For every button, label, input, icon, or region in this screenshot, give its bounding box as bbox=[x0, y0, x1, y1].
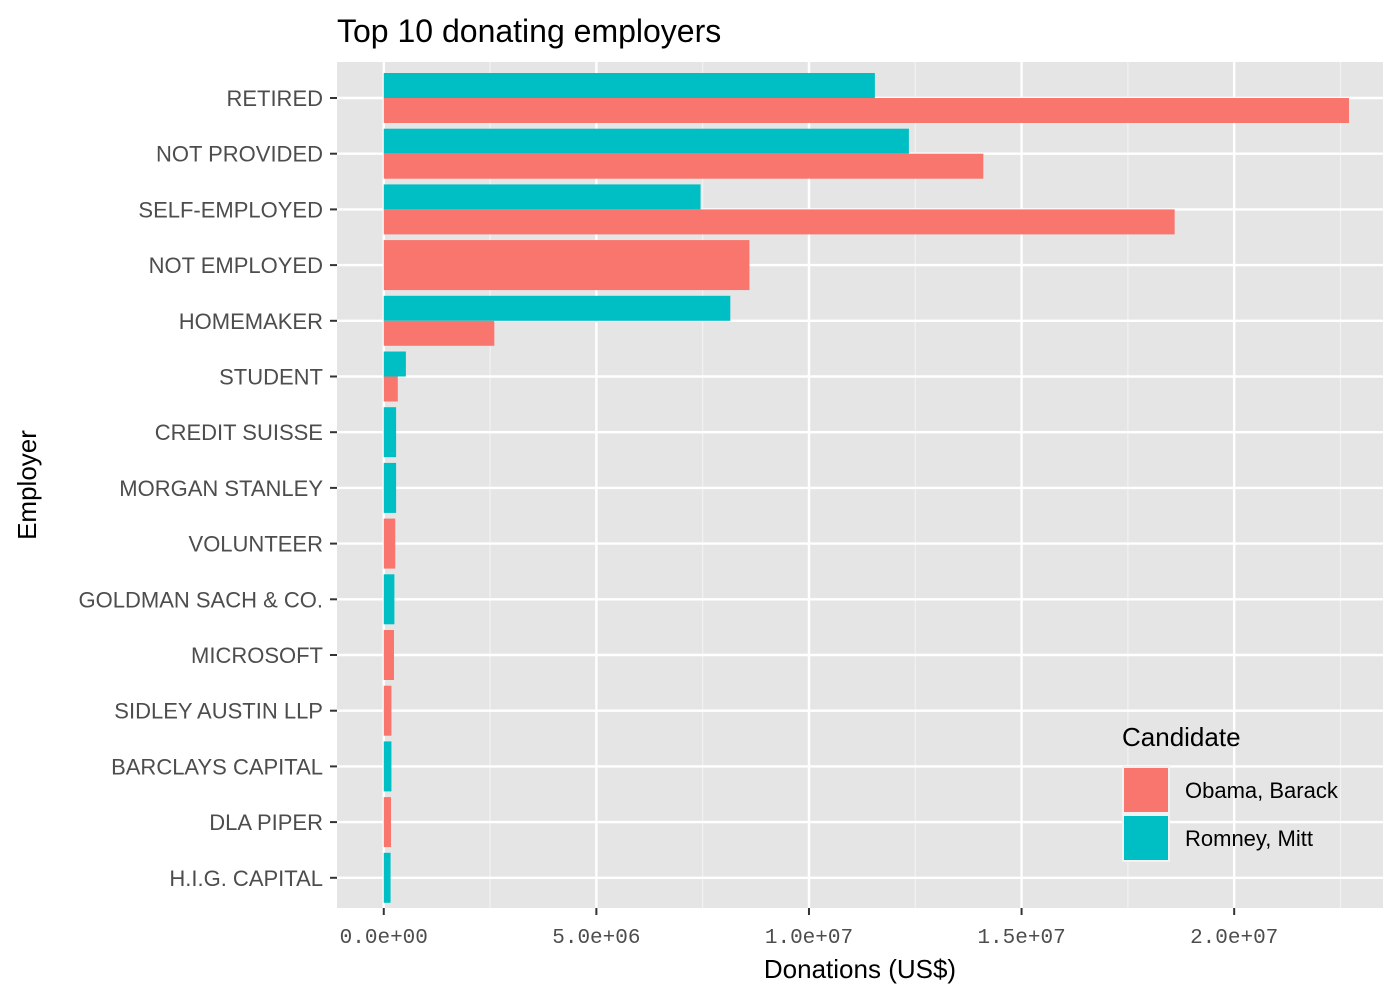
obama-bar bbox=[383, 797, 392, 848]
x-tick-label: 0.0e+00 bbox=[340, 927, 428, 950]
obama-bar bbox=[383, 518, 396, 569]
bars bbox=[383, 73, 1349, 903]
obama-bar bbox=[383, 240, 750, 291]
y-tick-label: HOMEMAKER bbox=[179, 309, 323, 334]
y-tick-label: CREDIT SUISSE bbox=[155, 420, 323, 445]
y-tick-label: MORGAN STANLEY bbox=[119, 476, 323, 501]
y-tick-label: VOLUNTEER bbox=[189, 532, 323, 557]
y-tick-label: NOT PROVIDED bbox=[156, 142, 323, 167]
y-axis: RETIRED NOT PROVIDED SELF-EMPLOYED NOT EMPL… bbox=[79, 86, 337, 891]
x-tick-label: 5.0e+06 bbox=[552, 927, 640, 950]
legend-swatch bbox=[1124, 816, 1168, 860]
y-tick-label: BARCLAYS CAPITAL bbox=[111, 754, 323, 779]
x-tick-label: 2.0e+07 bbox=[1190, 927, 1278, 950]
y-tick-label: SIDLEY AUSTIN LLP bbox=[114, 699, 323, 724]
romney-bar bbox=[383, 184, 701, 210]
y-tick-label: DLA PIPER bbox=[209, 810, 323, 835]
romney-bar bbox=[383, 741, 392, 792]
legend-title: Candidate bbox=[1122, 722, 1241, 752]
romney-bar bbox=[383, 128, 909, 154]
y-tick-label: H.I.G. CAPITAL bbox=[169, 866, 323, 891]
legend-label: Romney, Mitt bbox=[1185, 826, 1313, 851]
obama-bar bbox=[383, 376, 398, 402]
chart-title: Top 10 donating employers bbox=[337, 13, 721, 49]
romney-bar bbox=[383, 852, 391, 903]
obama-bar bbox=[383, 685, 392, 736]
y-tick-label: NOT EMPLOYED bbox=[149, 253, 323, 278]
obama-bar bbox=[383, 98, 1349, 123]
x-axis-title: Donations (US$) bbox=[764, 954, 956, 984]
y-tick-label: GOLDMAN SACH & CO. bbox=[79, 587, 323, 612]
x-tick-label: 1.5e+07 bbox=[977, 927, 1065, 950]
romney-bar bbox=[383, 462, 397, 513]
x-tick-label: 1.0e+07 bbox=[765, 927, 853, 950]
obama-bar bbox=[383, 630, 394, 680]
y-tick-label: RETIRED bbox=[226, 86, 323, 111]
romney-bar bbox=[383, 407, 397, 458]
romney-bar bbox=[383, 351, 406, 377]
romney-bar bbox=[383, 574, 395, 625]
y-axis-title: Employer bbox=[12, 430, 42, 540]
x-axis: 0.0e+00 5.0e+06 1.0e+07 1.5e+07 2.0e+07 bbox=[340, 908, 1278, 950]
romney-bar bbox=[383, 295, 731, 321]
obama-bar bbox=[383, 320, 495, 346]
legend: Candidate Obama, Barack Romney, Mitt bbox=[1122, 722, 1339, 862]
legend-swatch bbox=[1124, 768, 1168, 812]
y-tick-label: STUDENT bbox=[219, 365, 323, 390]
y-tick-label: MICROSOFT bbox=[191, 643, 323, 668]
obama-bar bbox=[383, 153, 984, 179]
y-tick-label: SELF-EMPLOYED bbox=[138, 197, 323, 222]
romney-bar bbox=[383, 73, 875, 98]
obama-bar bbox=[383, 209, 1175, 235]
legend-label: Obama, Barack bbox=[1185, 778, 1339, 803]
